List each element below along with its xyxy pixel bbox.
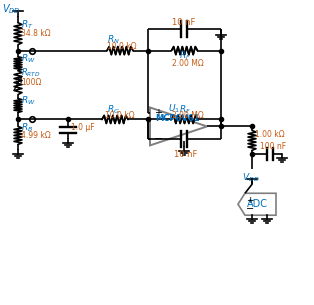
Text: −: −: [154, 135, 163, 144]
Text: $R_{RTD}$: $R_{RTD}$: [21, 66, 41, 79]
Text: $R_W$: $R_W$: [21, 95, 36, 107]
Text: 10.0 kΩ: 10.0 kΩ: [105, 111, 135, 120]
Text: MCP6V61: MCP6V61: [155, 114, 200, 124]
Text: $R_F$: $R_F$: [180, 103, 192, 116]
Text: 1.0 μF: 1.0 μF: [71, 124, 95, 132]
Text: 10.0 kΩ: 10.0 kΩ: [107, 41, 137, 51]
Text: 10 nF: 10 nF: [175, 150, 198, 159]
Text: +: +: [154, 109, 162, 118]
Text: $R_G$: $R_G$: [107, 103, 120, 116]
Text: $R_N$: $R_N$: [107, 34, 120, 46]
Text: $V_{DD}$: $V_{DD}$: [2, 2, 21, 16]
Text: $R_W$: $R_W$: [21, 52, 36, 65]
Text: $R_B$: $R_B$: [21, 121, 33, 134]
Text: 4.99 kΩ: 4.99 kΩ: [21, 131, 51, 140]
Text: +: +: [246, 196, 253, 205]
Text: $U_1$: $U_1$: [168, 102, 180, 115]
Text: ADC: ADC: [246, 199, 268, 209]
Text: 2.00 MΩ: 2.00 MΩ: [172, 59, 204, 68]
Text: 100 nF: 100 nF: [260, 142, 286, 151]
Text: 34.8 kΩ: 34.8 kΩ: [21, 29, 51, 38]
Text: 10 nF: 10 nF: [172, 18, 196, 27]
Text: $R_F$: $R_F$: [180, 50, 192, 62]
Text: $R_T$: $R_T$: [21, 19, 34, 31]
Text: 1.00 kΩ: 1.00 kΩ: [255, 131, 284, 139]
Text: 2.00 MΩ: 2.00 MΩ: [172, 111, 204, 120]
Text: −: −: [246, 204, 254, 214]
Text: $V_{DD}$: $V_{DD}$: [242, 171, 260, 184]
Text: 100Ω: 100Ω: [21, 77, 41, 87]
